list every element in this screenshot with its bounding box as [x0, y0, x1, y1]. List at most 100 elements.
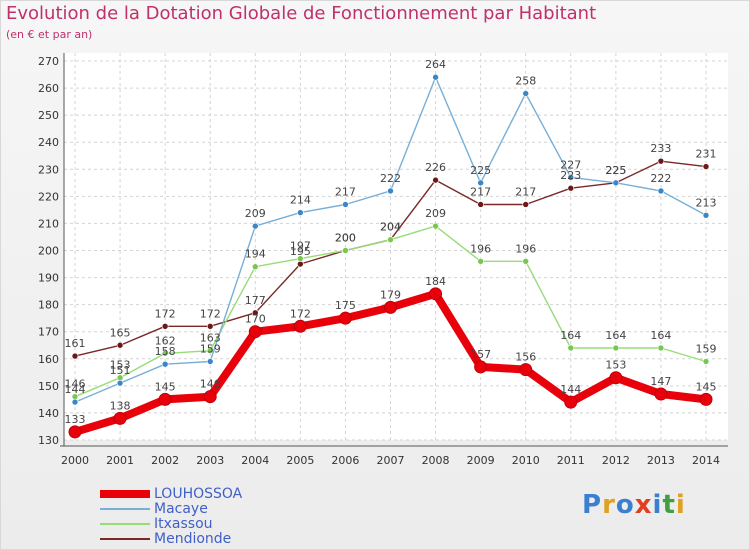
- data-label: 153: [110, 359, 131, 372]
- data-label: 151: [110, 364, 131, 377]
- data-point: [297, 260, 304, 268]
- data-point: [612, 179, 620, 187]
- legend-label: Itxassou: [154, 515, 213, 532]
- data-label: 158: [155, 345, 176, 358]
- x-tick-label: 2003: [196, 454, 224, 467]
- data-point: [522, 201, 530, 208]
- logo-letter: x: [634, 490, 653, 520]
- data-point: [432, 73, 439, 81]
- data-label: 184: [425, 275, 446, 288]
- legend-label: Macaye: [154, 500, 208, 517]
- data-point: [567, 184, 575, 192]
- data-point: [338, 311, 352, 325]
- data-point: [432, 176, 439, 184]
- data-label: 233: [650, 142, 671, 155]
- data-point: [654, 387, 668, 401]
- data-point: [158, 392, 172, 406]
- data-point: [519, 363, 533, 377]
- data-point: [297, 209, 304, 216]
- data-point: [293, 319, 307, 333]
- data-point: [522, 258, 530, 265]
- legend-item-macaye: Macaye: [100, 500, 242, 517]
- x-tick-label: 2001: [106, 454, 134, 467]
- data-point: [342, 247, 349, 254]
- data-label: 145: [696, 380, 717, 393]
- legend-label: LOUHOSSOA: [154, 485, 243, 502]
- data-point: [702, 358, 710, 365]
- legend-item-itxassou: Itxassou: [100, 515, 242, 532]
- data-point: [116, 379, 124, 387]
- data-label: 231: [696, 148, 717, 161]
- x-tick-label: 2000: [61, 454, 89, 467]
- data-label: 225: [470, 164, 491, 177]
- x-tick-label: 2002: [151, 454, 179, 467]
- data-point: [161, 350, 169, 357]
- data-label: 209: [425, 207, 446, 220]
- y-tick-label: 150: [38, 380, 59, 393]
- y-tick-label: 220: [38, 190, 59, 203]
- legend-item-mendionde: Mendionde: [100, 530, 242, 547]
- data-label: 223: [560, 169, 581, 182]
- data-label: 227: [560, 158, 581, 171]
- y-tick-label: 260: [38, 82, 59, 95]
- legend-label: Mendionde: [154, 530, 232, 547]
- data-label: 217: [515, 185, 536, 198]
- data-point: [68, 425, 82, 439]
- x-tick-label: 2013: [647, 454, 675, 467]
- data-point: [609, 371, 623, 385]
- data-label: 172: [290, 307, 311, 320]
- x-tick-label: 2004: [241, 454, 269, 467]
- data-point: [699, 392, 713, 406]
- data-point: [251, 263, 259, 271]
- data-point: [342, 201, 349, 208]
- data-point: [657, 344, 665, 352]
- data-point: [567, 174, 575, 181]
- legend-swatch: [100, 507, 150, 510]
- data-label: 147: [650, 375, 671, 388]
- data-label: 258: [515, 74, 536, 87]
- data-point: [612, 344, 620, 352]
- logo-letter: P: [582, 490, 603, 520]
- data-point: [206, 322, 214, 330]
- data-point: [113, 411, 127, 425]
- data-label: 172: [200, 307, 221, 320]
- x-tick-label: 2009: [467, 454, 495, 467]
- data-label: 162: [155, 334, 176, 347]
- proxiti-logo: Proxiti: [582, 490, 686, 520]
- legend: LOUHOSSOA Macaye Itxassou Mendionde: [100, 485, 243, 547]
- y-tick-label: 250: [38, 109, 59, 122]
- chart-title: Evolution de la Dotation Globale de Fonc…: [6, 3, 597, 24]
- data-label: 153: [605, 359, 626, 372]
- data-point: [248, 325, 262, 339]
- data-label: 217: [470, 185, 491, 198]
- y-tick-label: 190: [38, 272, 59, 285]
- logo-letter: o: [615, 490, 635, 520]
- logo-letter: i: [652, 490, 663, 520]
- data-point: [477, 201, 484, 208]
- y-tick-label: 200: [38, 245, 59, 258]
- data-label: 164: [650, 329, 671, 342]
- data-point: [567, 344, 575, 352]
- data-label: 163: [200, 332, 221, 345]
- x-tick-label: 2010: [512, 454, 540, 467]
- data-label: 164: [560, 329, 581, 342]
- x-tick-label: 2012: [602, 454, 630, 467]
- y-tick-label: 160: [38, 353, 59, 366]
- data-label: 172: [155, 307, 176, 320]
- data-label: 197: [290, 240, 311, 253]
- data-label: 144: [65, 383, 86, 396]
- data-label: 177: [245, 294, 266, 307]
- data-point: [203, 390, 217, 404]
- data-label: 196: [470, 242, 491, 255]
- data-point: [522, 90, 530, 97]
- data-point: [251, 309, 259, 317]
- data-label: 200: [335, 232, 356, 245]
- data-label: 156: [515, 351, 536, 364]
- data-label: 204: [380, 221, 401, 234]
- data-point: [474, 360, 488, 374]
- data-point: [116, 341, 124, 349]
- data-label: 196: [515, 242, 536, 255]
- data-point: [657, 187, 665, 195]
- legend-swatch: [100, 522, 150, 525]
- data-label: 213: [696, 196, 717, 209]
